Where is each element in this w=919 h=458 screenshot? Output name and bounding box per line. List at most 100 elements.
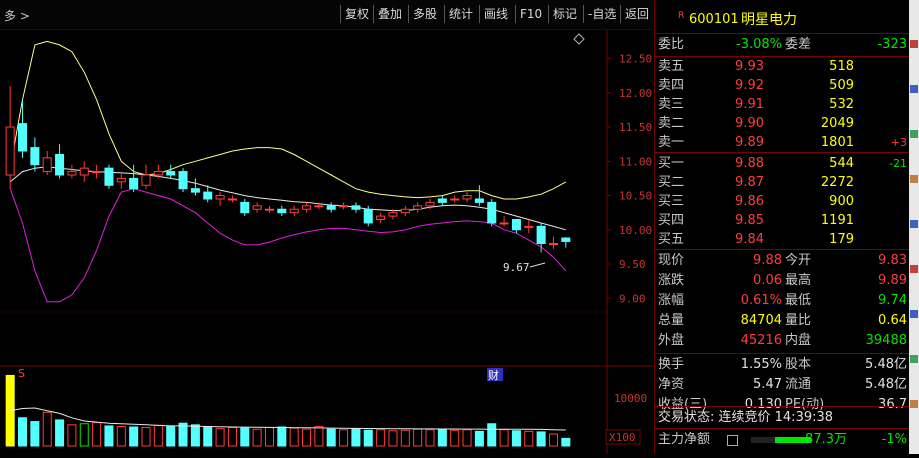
order-ratio-row: 委比 -3.08% 委差 -323: [655, 35, 909, 55]
volume-bar: [511, 430, 521, 447]
candle-up: [450, 198, 460, 201]
price-tick-label: 12.50: [619, 53, 652, 66]
event-marker-s[interactable]: S: [18, 367, 25, 380]
candle-up: [215, 195, 225, 200]
volume-bar: [302, 428, 312, 447]
ask-change: +3: [890, 136, 907, 149]
period-selector[interactable]: 多 >: [4, 9, 30, 23]
ask-label: 卖四: [658, 78, 685, 93]
statistics-button[interactable]: 统计: [444, 5, 477, 23]
fund-value-left: 0.130: [744, 397, 782, 412]
stat-label-right: 最高: [785, 273, 812, 288]
multi-stock-button[interactable]: 多股: [408, 5, 441, 23]
stat-value-left: 9.88: [753, 253, 782, 268]
stat-value-left: 0.06: [753, 273, 782, 288]
candle-down: [351, 205, 361, 210]
finance-marker-bg: [487, 368, 503, 381]
candle-up: [141, 174, 151, 186]
trade-status: 交易状态: 连续竞价 14:39:38: [658, 410, 834, 425]
side-icon-5[interactable]: [910, 220, 918, 228]
volume-bar: [437, 428, 447, 447]
bid-change: -21: [889, 157, 907, 170]
remove-watchlist-button[interactable]: -自选: [583, 5, 620, 23]
candle-down: [129, 177, 139, 190]
bid-row: 买二 9.87 2272: [655, 173, 909, 193]
stat-value-right: 39488: [865, 333, 907, 348]
weibi-label: 委比: [658, 37, 685, 52]
overlay-button[interactable]: 叠加: [373, 5, 406, 23]
candle-down: [18, 123, 28, 152]
volume-bar: [104, 425, 114, 447]
stat-label-right: 量比: [785, 313, 812, 328]
kline-chart[interactable]: 12.50 12.00 11.50 11.00 10.50 10.00 9.50 9.00 9…: [0, 30, 654, 454]
bid-row: 买三 9.86 900: [655, 192, 909, 212]
ask-price: 9.91: [735, 97, 764, 112]
volume-unit-box: [605, 429, 641, 445]
bid-volume: 900: [829, 194, 854, 209]
volume-bar: [92, 422, 102, 447]
side-icon-2[interactable]: [910, 85, 918, 93]
stat-row: 外盘 45216 内盘 39488: [655, 331, 909, 351]
fund-value-right: 5.48亿: [865, 357, 907, 372]
volume-bar: [400, 429, 410, 447]
ask-label: 卖五: [658, 59, 685, 74]
volume-bar: [536, 431, 546, 447]
diamond-icon[interactable]: [573, 33, 585, 45]
bid-price: 9.85: [735, 213, 764, 228]
draw-line-button[interactable]: 画线: [479, 5, 512, 23]
stock-code: 600101: [689, 12, 739, 27]
volume-bar: [474, 430, 484, 447]
side-icon-8[interactable]: [910, 355, 918, 363]
finance-marker[interactable]: 财: [488, 368, 499, 382]
back-button[interactable]: 返回: [620, 5, 653, 23]
ask-row: 卖二 9.90 2049: [655, 114, 909, 134]
ask-price: 9.90: [735, 116, 764, 131]
price-tick-label: 10.50: [619, 190, 652, 203]
candle-down: [30, 147, 40, 166]
restore-rights-button[interactable]: 复权: [340, 5, 373, 23]
info-icon[interactable]: [727, 435, 738, 446]
candle-up: [302, 205, 312, 210]
f10-button[interactable]: F10: [515, 5, 546, 23]
bid-volume: 544: [829, 156, 854, 171]
mark-button[interactable]: 标记: [548, 5, 581, 23]
stat-value-right: 9.74: [878, 293, 907, 308]
volume-bar: [339, 429, 349, 447]
stat-value-right: 9.89: [878, 273, 907, 288]
volume-bar: [55, 419, 65, 447]
candle-down: [474, 198, 484, 203]
volume-bar: [116, 425, 126, 447]
side-icon-3[interactable]: [910, 130, 918, 138]
volume-bar: [30, 421, 40, 447]
price-tick-label: 11.50: [619, 121, 652, 134]
net-flow-row: 主力净额 -87.3万 -1%: [655, 430, 909, 450]
candle-up: [376, 215, 386, 221]
volume-bar: [79, 423, 89, 447]
candle-down: [326, 205, 336, 210]
fund-label-left: 换手: [658, 357, 685, 372]
side-icon-6[interactable]: [910, 265, 918, 273]
volume-bar: [499, 429, 509, 447]
volume-unit: X100: [609, 431, 636, 444]
side-toolbar-strip[interactable]: [909, 0, 919, 454]
fund-label-right: PE(动): [785, 397, 825, 412]
candle-down: [55, 153, 65, 176]
stat-row: 涨跌 0.06 最高 9.89: [655, 271, 909, 291]
net-flow-label: 主力净额: [658, 432, 711, 447]
side-icon-9[interactable]: [910, 400, 918, 408]
candle-up: [264, 208, 274, 211]
kline-chart-area[interactable]: 12.50 12.00 11.50 11.00 10.50 10.00 9.50 9.00 9…: [0, 30, 654, 454]
side-icon-4[interactable]: [910, 175, 918, 183]
volume-bar: [264, 427, 274, 447]
candle-down: [104, 167, 114, 186]
fund-value-right: 5.48亿: [865, 377, 907, 392]
volume-bar: [425, 429, 435, 447]
side-icon-7[interactable]: [910, 310, 918, 318]
net-flow-pct: -1%: [881, 432, 907, 447]
ask-price: 9.92: [735, 78, 764, 93]
candle-up: [252, 205, 262, 210]
volume-bar: [388, 430, 398, 447]
ask-volume: 2049: [820, 116, 854, 131]
side-icon-1[interactable]: [910, 40, 918, 48]
ask-volume: 518: [829, 59, 854, 74]
